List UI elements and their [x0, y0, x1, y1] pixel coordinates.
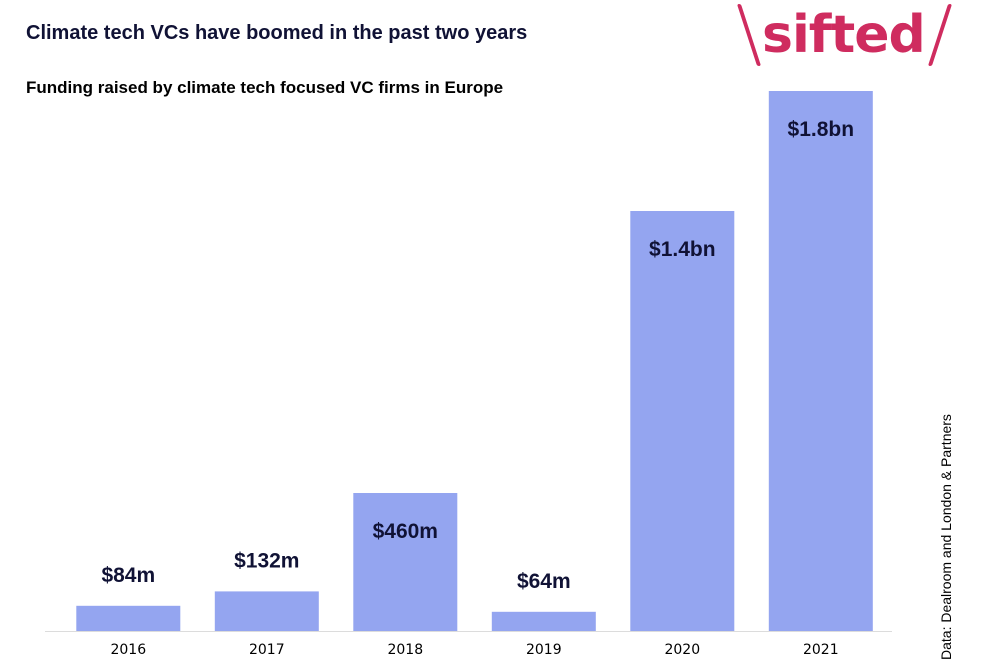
sifted-logo: sifted	[740, 0, 947, 70]
data-label-2019: $64m	[517, 570, 571, 593]
source-note: Data: Dealroom and London & Partners	[938, 414, 954, 660]
data-label-2021: $1.8bn	[788, 118, 855, 141]
chart-title: Climate tech VCs have boomed in the past…	[26, 22, 528, 44]
x-tick-label-2019: 2019	[526, 642, 562, 658]
data-label-2017: $132m	[234, 549, 299, 572]
data-label-2018: $460m	[373, 520, 438, 543]
x-tick-label-2021: 2021	[803, 642, 839, 658]
bar-2021	[768, 91, 873, 631]
x-tick-label-2016: 2016	[110, 642, 146, 658]
bar-2018	[353, 493, 458, 631]
data-label-2020: $1.4bn	[649, 238, 716, 261]
bar-2019	[491, 611, 596, 631]
x-tick-label-2018: 2018	[387, 642, 423, 658]
bar-2020	[630, 211, 735, 631]
logo-wordmark: sifted	[762, 5, 926, 65]
x-tick-label-2017: 2017	[249, 642, 285, 658]
x-tick-label-2020: 2020	[664, 642, 700, 658]
data-label-2016: $84m	[101, 564, 155, 587]
bar-2016	[76, 605, 181, 631]
chart-subtitle: Funding raised by climate tech focused V…	[26, 78, 504, 97]
bar-2017	[214, 591, 319, 631]
